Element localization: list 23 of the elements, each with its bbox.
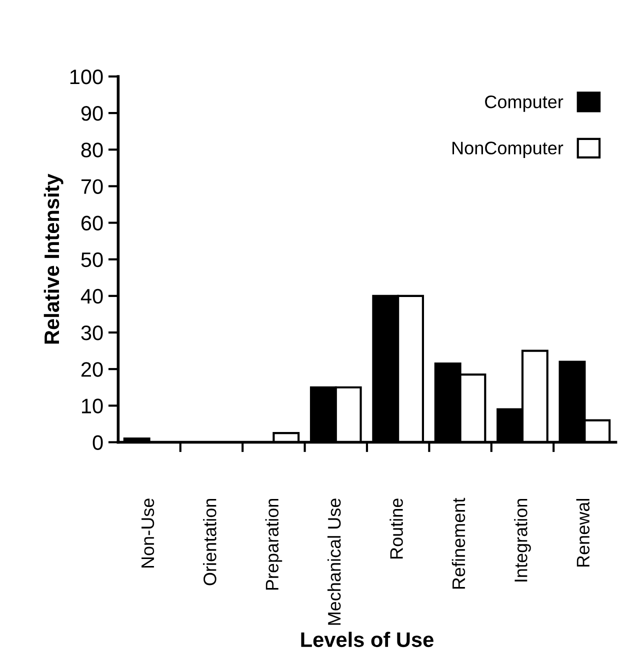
x-tick-label: Non-Use xyxy=(142,498,154,568)
x-tick-label: Integration xyxy=(514,498,531,582)
x-tick-label: Renewal xyxy=(576,498,590,567)
y-tick-label: 80 xyxy=(81,142,103,158)
y-tick-label: 90 xyxy=(81,106,103,121)
y-tick-label: 70 xyxy=(81,179,103,194)
x-tick-label: Refinement xyxy=(452,498,466,589)
y-tick-label: 10 xyxy=(82,398,103,414)
y-tick-label: 20 xyxy=(81,362,103,377)
legend-label: Computer xyxy=(485,95,564,112)
y-tick-label: 100 xyxy=(70,69,103,84)
y-tick-label: 50 xyxy=(81,252,103,268)
x-tick-label: Preparation xyxy=(265,498,282,590)
y-tick-label: 40 xyxy=(80,288,103,304)
x-tick-label: Routine xyxy=(390,498,403,559)
y-axis-title: Relative Intensity xyxy=(44,174,64,344)
x-axis-title: Levels of Use xyxy=(301,632,434,648)
y-tick-label: 30 xyxy=(81,326,103,340)
x-tick-label: Orientation xyxy=(203,498,216,586)
y-tick-label: 60 xyxy=(81,216,103,231)
y-tick-label: 0 xyxy=(92,435,103,450)
x-tick-label: Mechanical Use xyxy=(327,498,341,625)
legend-label: NonComputer xyxy=(452,142,564,158)
